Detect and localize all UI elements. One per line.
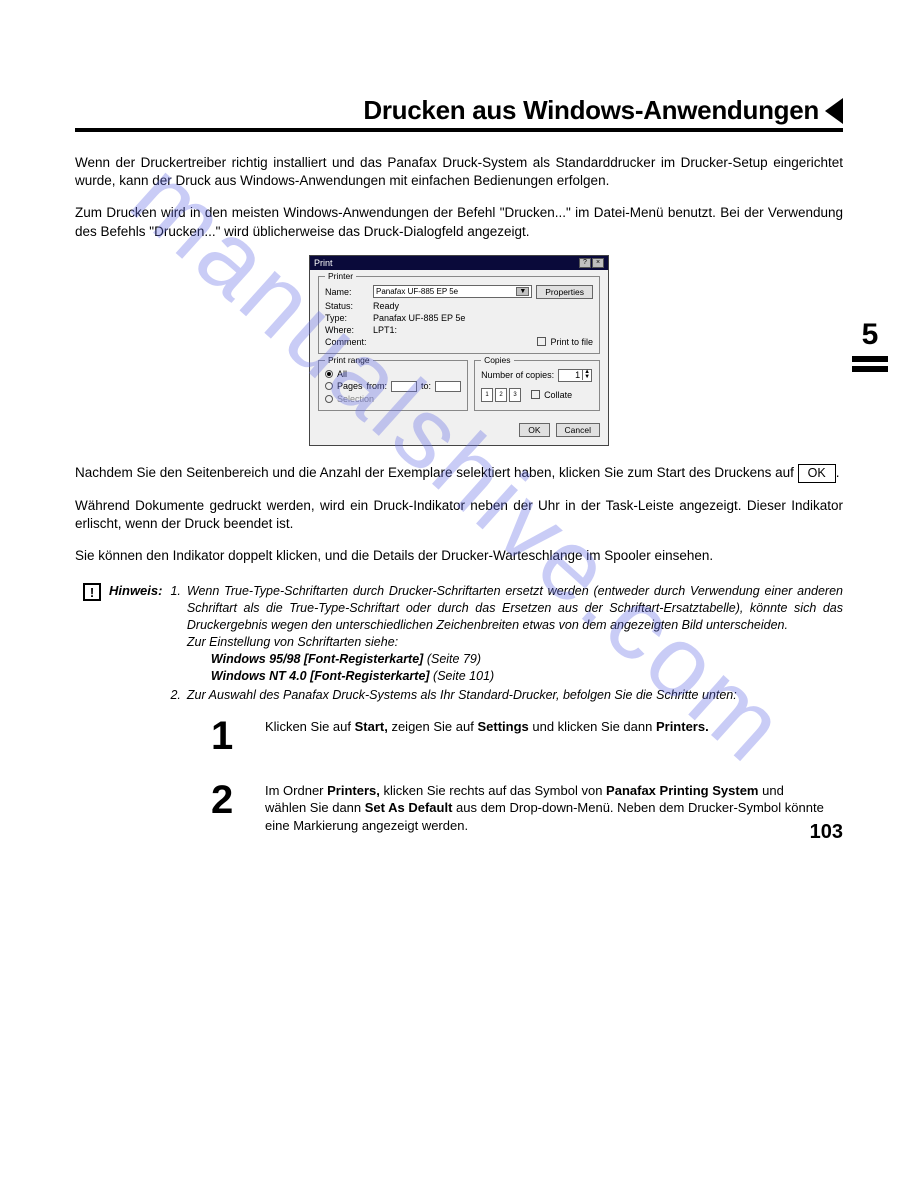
printer-legend: Printer [325,271,356,281]
s2-c: klicken Sie rechts auf das Symbol von [380,783,606,798]
printer-fieldset: Printer Name: Panafax UF-885 EP 5e ▼ Pro… [318,276,600,354]
printer-name-dropdown[interactable]: Panafax UF-885 EP 5e ▼ [373,285,532,298]
spinner-arrows-icon: ▲▼ [582,370,591,380]
collate-label: Collate [544,390,572,400]
hinweis-1-text: Wenn True-Type-Schriftarten durch Drucke… [187,584,843,632]
collate-checkbox[interactable] [531,390,540,399]
print-to-file-checkbox[interactable] [537,337,546,346]
paragraph-5: Sie können den Indikator doppelt klicken… [75,547,843,565]
p3-text-b: . [836,465,840,480]
hinweis-ref2-page: (Seite 101) [430,669,495,683]
where-value: LPT1: [373,325,397,335]
s1-e: und klicken Sie dann [529,719,656,734]
comment-label: Comment: [325,337,369,347]
range-selection-label: Selection [337,394,374,404]
dialog-body: Printer Name: Panafax UF-885 EP 5e ▼ Pro… [310,270,608,445]
s2-b: Printers, [327,783,380,798]
dialog-title: Print [314,258,333,268]
hinweis-ref2: Windows NT 4.0 [Font-Registerkarte] [211,669,430,683]
copies-fieldset: Copies Number of copies: 1 ▲▼ 1 2 3 [474,360,600,411]
page: Drucken aus Windows-Anwendungen Wenn der… [0,0,918,874]
s1-a: Klicken Sie auf [265,719,355,734]
copies-legend: Copies [481,355,513,365]
s2-f: Set As Default [365,800,453,815]
arrow-left-icon [825,98,843,124]
hinweis-2-text: Zur Auswahl des Panafax Druck-Systems al… [187,687,737,704]
s1-b: Start, [355,719,388,734]
step-1: 1 Klicken Sie auf Start, zeigen Sie auf … [211,718,843,754]
step-1-body: Klicken Sie auf Start, zeigen Sie auf Se… [265,718,709,736]
paragraph-3: Nachdem Sie den Seitenbereich und die An… [75,464,843,483]
chapter-number: 5 [852,318,888,352]
status-label: Status: [325,301,369,311]
copies-value: 1 [559,370,582,380]
step-2-body: Im Ordner Printers, klicken Sie rechts a… [265,782,825,835]
range-selection-radio[interactable] [325,395,333,403]
paragraph-1: Wenn der Druckertreiber richtig installi… [75,154,843,190]
print-dialog: Print ? × Printer Name: Panafax UF-885 E… [309,255,609,446]
step-1-number: 1 [211,718,241,754]
paragraph-2: Zum Drucken wird in den meisten Windows-… [75,204,843,240]
cancel-button[interactable]: Cancel [556,423,600,437]
range-legend: Print range [325,355,373,365]
hinweis-1-num: 1. [170,583,180,684]
type-value: Panafax UF-885 EP 5e [373,313,465,323]
name-label: Name: [325,287,369,297]
type-label: Type: [325,313,369,323]
hinweis-ref1: Windows 95/98 [Font-Registerkarte] [211,652,423,666]
page-title: Drucken aus Windows-Anwendungen [363,95,819,126]
properties-button[interactable]: Properties [536,285,593,299]
exclamation-icon: ! [83,583,101,601]
s2-d: Panafax Printing System [606,783,758,798]
step-2-number: 2 [211,782,241,818]
hinweis-2-num: 2. [170,687,180,704]
hinweis-1-sub: Zur Einstellung von Schriftarten siehe: [187,635,398,649]
range-all-label: All [337,369,347,379]
dialog-titlebar: Print ? × [310,256,608,270]
hinweis-content: 1. Wenn True-Type-Schriftarten durch Dru… [170,583,843,705]
doc-icon: 2 [495,388,507,402]
help-icon[interactable]: ? [579,258,591,268]
printer-name-value: Panafax UF-885 EP 5e [376,287,458,296]
copies-spinner[interactable]: 1 ▲▼ [558,369,592,382]
ok-button[interactable]: OK [519,423,549,437]
print-to-file-label: Print to file [550,337,593,347]
status-value: Ready [373,301,399,311]
paragraph-4: Während Dokumente gedruckt werden, wird … [75,497,843,533]
page-number: 103 [810,821,843,844]
s1-f: Printers. [656,719,709,734]
where-label: Where: [325,325,369,335]
ok-button-inline: OK [798,464,836,483]
range-to-input[interactable] [435,381,461,392]
doc-icon: 1 [481,388,493,402]
chapter-marker: 5 [852,318,888,376]
p3-text-a: Nachdem Sie den Seitenbereich und die An… [75,465,798,480]
hinweis-block: ! Hinweis: 1. Wenn True-Type-Schriftarte… [83,583,843,705]
doc-icon: 3 [509,388,521,402]
hinweis-ref1-page: (Seite 79) [423,652,481,666]
title-row: Drucken aus Windows-Anwendungen [75,95,843,126]
range-to-label: to: [421,381,431,391]
s1-c: zeigen Sie auf [388,719,478,734]
title-underline [75,128,843,132]
range-from-input[interactable] [391,381,417,392]
collate-icon: 1 2 3 [481,388,521,402]
range-from-label: from: [367,381,388,391]
chapter-bars-icon [852,356,888,372]
chevron-down-icon: ▼ [516,287,529,296]
range-pages-radio[interactable] [325,382,333,390]
range-fieldset: Print range All Pages from: to: Selectio… [318,360,468,411]
close-icon[interactable]: × [592,258,604,268]
hinweis-label: Hinweis: [109,583,162,598]
s1-d: Settings [477,719,528,734]
range-all-radio[interactable] [325,370,333,378]
copies-label: Number of copies: [481,370,554,380]
range-pages-label: Pages [337,381,363,391]
s2-a: Im Ordner [265,783,327,798]
step-2: 2 Im Ordner Printers, klicken Sie rechts… [211,782,843,835]
